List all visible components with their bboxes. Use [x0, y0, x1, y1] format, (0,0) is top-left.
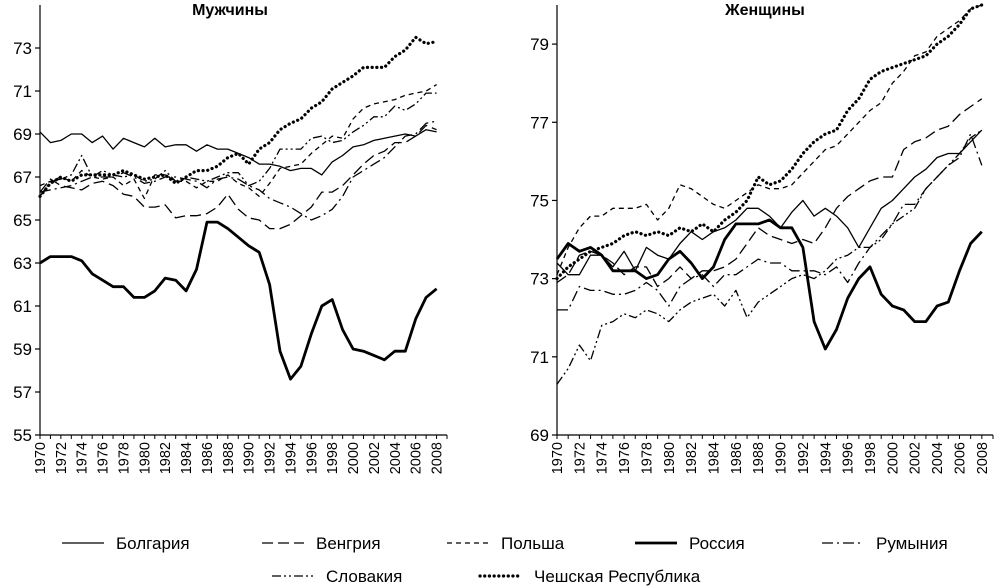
legend: Болгария Венгрия Польша Россия Румыния Словак… [62, 534, 948, 586]
series-line [556, 129, 983, 276]
y-tick-label: 69 [530, 426, 549, 445]
series-line [557, 133, 983, 311]
chart-title-women: Женщины [724, 2, 805, 19]
x-tick-label: 1984 [707, 442, 723, 474]
series-line [555, 218, 983, 351]
y-tick-label: 75 [530, 191, 549, 210]
chart-title-men: Мужчины [192, 2, 268, 19]
y-tick-label: 73 [530, 270, 549, 289]
y-tick-label: 79 [530, 35, 549, 54]
y-tick-label: 61 [13, 297, 32, 316]
x-tick-label: 1976 [96, 442, 112, 474]
x-tick-label: 1980 [137, 442, 153, 474]
legend-label: Польша [501, 534, 565, 553]
legend-label: Болгария [116, 534, 190, 553]
x-tick-label: 1976 [617, 442, 633, 474]
chart-men: Мужчины 55 57 59 61 63 65 67 69 71 73 1970 1972 1974… [13, 2, 448, 474]
series-line [556, 4, 983, 275]
series-line [39, 84, 437, 200]
x-tick-label: 1988 [751, 442, 767, 474]
x-tick-label: 1994 [818, 442, 834, 474]
x-tick-label: 2002 [908, 442, 924, 474]
x-tick-label: 2000 [885, 442, 901, 474]
x-tick-label: 1986 [200, 442, 216, 474]
x-tick-label: 2004 [388, 442, 404, 474]
x-tick-label: 1978 [639, 442, 655, 474]
legend-label: Словакия [326, 567, 402, 586]
x-tick-label: 1972 [54, 442, 70, 474]
x-tick-label: 1996 [304, 442, 320, 474]
legend-label: Венгрия [316, 534, 381, 553]
series-line [556, 129, 983, 385]
y-tick-label: 65 [13, 211, 32, 230]
x-tick-label: 1972 [572, 442, 588, 474]
x-tick-label: 2008 [975, 442, 991, 474]
x-tick-label: 1992 [263, 442, 279, 474]
x-tick-label: 2000 [346, 442, 362, 474]
x-tick-label: 1990 [242, 442, 258, 474]
x-tick-label: 1992 [796, 442, 812, 474]
x-tick-label: 1970 [33, 442, 49, 474]
x-tick-label: 1986 [729, 442, 745, 474]
x-tick-label: 2008 [430, 442, 446, 474]
y-tick-label: 73 [13, 39, 32, 58]
x-tick-label: 1990 [774, 442, 790, 474]
x-tick-label: 1974 [595, 442, 611, 474]
series-line [39, 129, 437, 176]
x-tick-label: 1988 [221, 442, 237, 474]
x-tick-label: 1974 [75, 442, 91, 474]
y-tick-label: 67 [13, 168, 32, 187]
x-tick-label: 1984 [179, 442, 195, 474]
y-tick-label: 55 [13, 426, 32, 445]
series-line [39, 92, 437, 197]
y-tick-label: 71 [13, 82, 32, 101]
series-line [39, 220, 438, 381]
legend-label: Россия [689, 534, 745, 553]
x-tick-label: 2004 [930, 442, 946, 474]
series-line [556, 98, 983, 288]
series-line [39, 124, 437, 230]
y-tick-label: 59 [13, 340, 32, 359]
x-tick-label: 2006 [409, 442, 425, 474]
legend-label: Румыния [876, 534, 948, 553]
x-tick-label: 2006 [952, 442, 968, 474]
series-line [555, 3, 984, 281]
y-tick-label: 63 [13, 254, 32, 273]
y-tick-label: 57 [13, 383, 32, 402]
x-tick-label: 1994 [283, 442, 299, 474]
y-tick-label: 69 [13, 125, 32, 144]
y-tick-label: 71 [530, 348, 549, 367]
y-tick-label: 77 [530, 113, 549, 132]
x-tick-label: 2002 [367, 442, 383, 474]
series-line [39, 120, 437, 221]
x-tick-label: 1982 [158, 442, 174, 474]
x-tick-label: 1970 [550, 442, 566, 474]
x-tick-label: 1982 [684, 442, 700, 474]
x-tick-label: 1978 [116, 442, 132, 474]
series-line [38, 35, 439, 198]
x-tick-label: 1996 [841, 442, 857, 474]
x-tick-label: 1998 [863, 442, 879, 474]
x-tick-label: 1998 [325, 442, 341, 474]
chart-women: Женщины 69 71 73 75 77 79 1970 1972 1974 1976 1978… [530, 2, 994, 474]
legend-label: Чешская Республика [534, 567, 701, 586]
x-tick-label: 1980 [662, 442, 678, 474]
